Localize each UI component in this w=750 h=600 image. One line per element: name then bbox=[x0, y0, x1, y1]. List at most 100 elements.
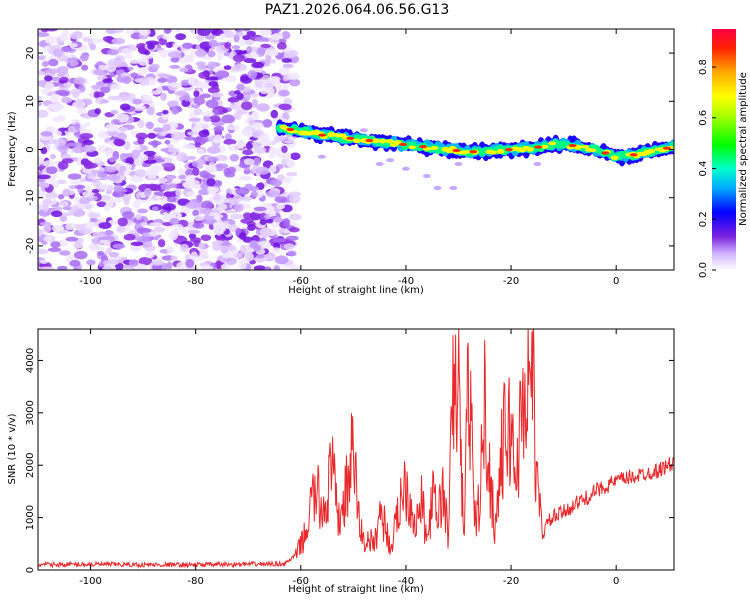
spectrogram-noise-cell bbox=[153, 226, 166, 233]
spectrogram-noise-cell bbox=[268, 154, 276, 159]
spectrogram-noise-cell bbox=[289, 152, 301, 160]
spectrogram-noise-cell bbox=[38, 174, 51, 180]
spectrogram-noise-cell bbox=[245, 142, 253, 150]
spectrogram-noise-cell bbox=[251, 61, 264, 69]
spectrogram-noise-cell bbox=[119, 103, 131, 111]
spectrogram-noise-cell bbox=[282, 84, 289, 90]
spectrogram-image bbox=[38, 29, 674, 270]
spectrogram-noise-cell bbox=[138, 77, 150, 86]
spectrogram-noise-cell bbox=[198, 188, 211, 196]
spectrogram-noise-cell bbox=[109, 197, 123, 204]
spectrogram-noise-cell bbox=[137, 57, 150, 66]
spectrogram-noise-cell bbox=[59, 76, 69, 84]
snr-ytick-label: 3000 bbox=[25, 400, 36, 425]
spectrogram-ytick-label: 0 bbox=[25, 146, 36, 152]
spectrogram-noise-cell bbox=[167, 51, 181, 58]
spectrogram-noise-cell bbox=[257, 240, 271, 249]
spectrogram-noise-cell bbox=[169, 218, 180, 225]
spectrogram-noise-cell bbox=[190, 251, 198, 259]
spectrogram-noise-cell bbox=[276, 42, 287, 50]
spectrogram-noise-cell bbox=[199, 170, 211, 179]
spectrogram-noise-cell bbox=[62, 206, 72, 211]
spectrogram-noise-cell bbox=[223, 65, 232, 70]
spectrogram-noise-cell bbox=[254, 36, 269, 42]
spectrogram-xtick-label: 0 bbox=[613, 276, 619, 287]
spectrogram-noise-cell bbox=[181, 42, 194, 49]
spectrogram-noise-cell bbox=[270, 178, 282, 187]
colorbar-tick-label: 0.8 bbox=[698, 59, 709, 75]
spectrogram-noise-cell bbox=[194, 49, 207, 57]
spectrogram-noise-cell bbox=[281, 30, 291, 40]
spectrogram-noise-cell bbox=[259, 133, 270, 142]
spectrogram-noise-cell bbox=[220, 263, 231, 270]
colorbar: 0.0 0.2 0.4 0.6 0.8 Normalized spectral ampl… bbox=[698, 29, 749, 278]
spectrogram-noise-cell bbox=[156, 195, 168, 201]
spectrogram-noise-cell bbox=[185, 156, 197, 161]
colorbar-tick-label: 0.0 bbox=[698, 262, 709, 278]
spectrogram-noise-cell bbox=[93, 69, 105, 76]
signal-peak-red bbox=[534, 145, 543, 149]
colorbar-tick-label: 0.4 bbox=[698, 161, 709, 177]
spectrogram-noise-cell bbox=[233, 63, 247, 72]
spectrogram-noise-cell bbox=[223, 51, 230, 57]
spectrogram-noise-cell bbox=[38, 55, 46, 61]
spectrogram-noise-cell bbox=[207, 61, 217, 70]
spectrogram-noise-cell bbox=[98, 222, 112, 229]
spectrogram-noise-cell bbox=[45, 191, 58, 200]
spectrogram-noise-cell bbox=[107, 95, 120, 101]
spectrogram-stray-cell bbox=[401, 166, 410, 171]
spectrogram-noise-cell bbox=[65, 222, 76, 231]
spectrogram-noise-cell bbox=[193, 90, 200, 98]
spectrogram-noise-cell bbox=[205, 99, 219, 109]
spectrogram-noise-cell bbox=[157, 49, 168, 55]
spectrogram-noise-cell bbox=[216, 236, 226, 242]
spectrogram-noise-cell bbox=[238, 232, 247, 240]
spectrogram-noise-cell bbox=[171, 131, 183, 140]
spectrogram-noise-cell bbox=[200, 264, 214, 270]
spectrogram-noise-cell bbox=[168, 231, 179, 241]
spectrogram-noise-cell bbox=[40, 147, 48, 155]
signal-band-yellow bbox=[496, 148, 505, 155]
spectrogram-noise-cell bbox=[82, 191, 91, 198]
spectrogram-noise-cell bbox=[288, 227, 300, 233]
spectrogram-noise-cell bbox=[249, 259, 256, 265]
spectrogram-noise-cell bbox=[243, 158, 255, 166]
spectrogram-noise-cell bbox=[192, 222, 205, 229]
spectrogram-noise-cell bbox=[85, 220, 96, 230]
spectrogram-noise-cell bbox=[284, 52, 296, 58]
snr-y-axis-label: SNR (10 * v/v) bbox=[7, 413, 18, 484]
spectrogram-noise-cell bbox=[240, 218, 254, 224]
spectrogram-noise-cell bbox=[151, 259, 164, 266]
colorbar-ticks: 0.0 0.2 0.4 0.6 0.8 bbox=[698, 59, 716, 278]
spectrogram-noise-cell bbox=[125, 156, 134, 166]
spectrogram-noise-cell bbox=[207, 156, 219, 163]
spectrogram-noise-cell bbox=[200, 252, 209, 258]
spectrogram-noise-cell bbox=[79, 133, 94, 139]
spectrogram-noise-cell bbox=[92, 232, 106, 238]
spectrogram-noise-cell bbox=[213, 214, 224, 219]
spectrogram-noise-cell bbox=[187, 131, 198, 136]
spectrogram-noise-cell bbox=[89, 43, 97, 51]
spectrogram-noise-cell bbox=[56, 144, 69, 152]
spectrogram-noise-cell bbox=[104, 203, 111, 213]
spectrogram-noise-cell bbox=[144, 251, 155, 259]
spectrogram-noise-cell bbox=[162, 109, 169, 115]
spectrogram-noise-cell bbox=[200, 234, 212, 242]
spectrogram-xtick-label: -100 bbox=[79, 276, 102, 287]
spectrogram-noise-cell bbox=[108, 251, 120, 258]
spectrogram-noise-cell bbox=[178, 168, 186, 177]
spectrogram-noise-cell bbox=[283, 217, 290, 227]
spectrogram-noise-cell bbox=[242, 34, 251, 41]
spectrogram-noise-cell bbox=[180, 79, 190, 86]
spectrogram-noise-cell bbox=[52, 48, 64, 57]
spectrogram-noise-cell bbox=[65, 142, 78, 147]
spectrogram-noise-cell bbox=[145, 121, 154, 130]
spectrogram-noise-cell bbox=[204, 34, 216, 40]
signal-peak-red bbox=[568, 143, 577, 148]
spectrogram-noise-cell bbox=[265, 190, 280, 198]
spectrogram-noise-cell bbox=[136, 236, 150, 243]
snr-xtick-label: 0 bbox=[613, 576, 619, 587]
spectrogram-noise-cell bbox=[249, 211, 261, 221]
spectrogram-noise-cell bbox=[259, 219, 267, 226]
spectrogram-noise-cell bbox=[93, 180, 102, 188]
